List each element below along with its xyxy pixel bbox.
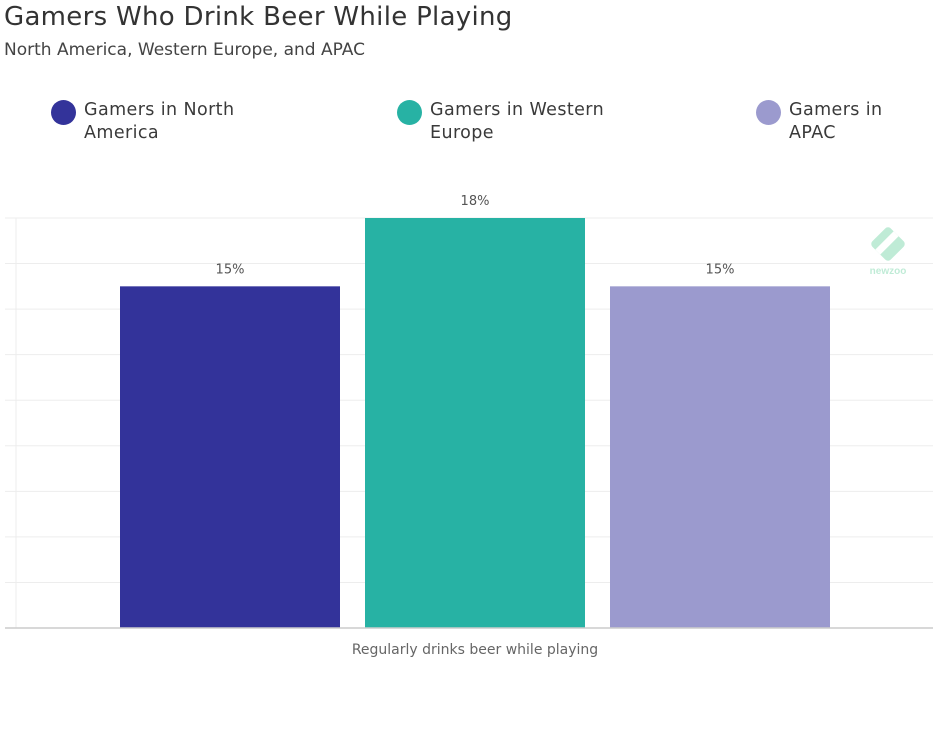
legend-dot-icon <box>756 100 781 125</box>
chart-title: Gamers Who Drink Beer While Playing <box>4 2 513 32</box>
watermark-text: newzoo <box>870 266 907 276</box>
chart-subtitle: North America, Western Europe, and APAC <box>4 40 365 60</box>
bar-gamers-in-western-europe <box>365 218 585 628</box>
legend-label: Gamers in Western Europe <box>430 100 605 143</box>
data-label: 15% <box>216 262 245 277</box>
legend-label: Gamers in North America <box>84 100 235 143</box>
legend-item-apac[interactable]: Gamers in APAC <box>756 99 909 145</box>
legend-label: Gamers in APAC <box>789 100 883 143</box>
data-label: 15% <box>706 262 735 277</box>
newzoo-logo-icon: newzoo <box>862 224 914 277</box>
bar-gamers-in-north-america <box>120 286 340 628</box>
legend-dot-icon <box>51 100 76 125</box>
data-label: 18% <box>461 194 490 209</box>
legend-item-north-america[interactable]: Gamers in North America <box>51 99 274 145</box>
x-category-label: Regularly drinks beer while playing <box>352 642 598 658</box>
legend-item-western-europe[interactable]: Gamers in Western Europe <box>397 99 635 145</box>
bar-gamers-in-apac <box>610 286 830 628</box>
legend-dot-icon <box>397 100 422 125</box>
